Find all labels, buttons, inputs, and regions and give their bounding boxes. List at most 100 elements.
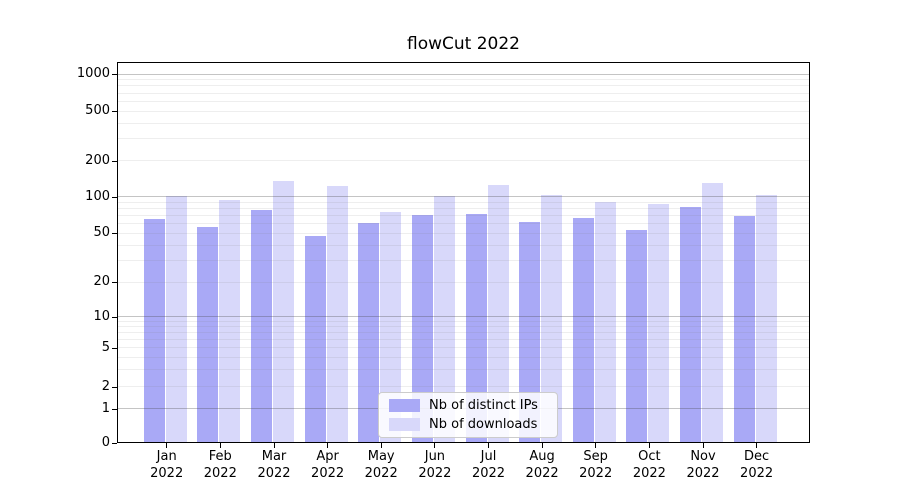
y-tick-label: 20 [93, 274, 110, 290]
x-tick-label-year: 2022 [740, 466, 774, 481]
bar-downloads-apr [326, 186, 348, 442]
legend-label: Nb of distinct IPs [429, 398, 538, 413]
legend-swatch [389, 418, 420, 431]
bar-downloads-jul [487, 184, 509, 442]
x-tick-label: May 2022 [349, 448, 413, 482]
x-tick-label-year: 2022 [579, 466, 613, 481]
y-tick-mark [112, 74, 117, 75]
minor-gridline [118, 222, 809, 224]
y-tick-mark [112, 387, 117, 388]
legend-label: Nb of downloads [429, 417, 538, 432]
minor-gridline [118, 201, 809, 203]
minor-gridline [118, 320, 809, 322]
minor-gridline [118, 85, 809, 87]
bar-downloads-aug [541, 195, 563, 442]
minor-gridline [118, 207, 809, 209]
legend-entry: Nb of distinct IPs [389, 398, 549, 413]
x-tick-mark [273, 443, 275, 448]
bar-downloads-jan [165, 195, 187, 442]
x-tick-mark [541, 443, 543, 448]
minor-gridline [118, 281, 809, 283]
x-tick-label-year: 2022 [632, 466, 666, 481]
x-tick-label: Sep 2022 [564, 448, 628, 482]
x-tick-label-year: 2022 [311, 466, 345, 481]
bar-downloads-sep [594, 201, 616, 442]
bar-downloads-jun [433, 196, 455, 442]
minor-gridline [118, 260, 809, 261]
x-tick-mark [166, 443, 168, 448]
x-tick-label: Jul 2022 [457, 448, 521, 482]
minor-gridline [118, 386, 809, 388]
x-tick-label: Feb 2022 [188, 448, 252, 482]
bar-downloads-may [380, 211, 402, 442]
minor-gridline [118, 79, 809, 81]
bar-ips-dec [733, 216, 755, 442]
x-tick-mark [702, 443, 704, 448]
y-tick-label: 0 [101, 434, 110, 450]
x-tick-label-month: Sep [583, 449, 608, 464]
bar-downloads-mar [273, 180, 294, 442]
bar-ips-jan [143, 219, 165, 442]
y-tick-label: 200 [85, 152, 110, 168]
x-tick-label-year: 2022 [203, 466, 237, 481]
minor-gridline [118, 160, 809, 161]
x-tick-label-month: Nov [690, 449, 716, 464]
y-tick-label: 1 [101, 400, 110, 416]
y-tick-label: 50 [93, 225, 110, 240]
x-tick-label-month: Oct [638, 449, 661, 464]
minor-gridline [118, 332, 809, 334]
minor-gridline [118, 244, 809, 246]
x-tick-label-month: Jun [424, 449, 446, 464]
bar-ips-oct [626, 229, 648, 442]
minor-gridline [118, 368, 809, 370]
major-gridline [118, 316, 809, 318]
minor-gridline [118, 326, 809, 328]
y-tick-label: 100 [85, 188, 110, 204]
minor-gridline [118, 110, 809, 112]
bar-ips-mar [251, 209, 272, 442]
x-tick-mark [219, 443, 221, 448]
bar-ips-feb [197, 227, 219, 442]
x-tick-label: Jun 2022 [403, 448, 467, 482]
y-tick-mark [112, 282, 117, 283]
bar-ips-aug [519, 221, 541, 442]
bar-downloads-oct [648, 204, 670, 442]
x-tick-mark [756, 443, 758, 448]
y-tick-label: 10 [93, 308, 110, 324]
y-tick-mark [112, 443, 117, 444]
legend-entry: Nb of downloads [389, 417, 549, 432]
x-tick-label: Nov 2022 [671, 448, 735, 482]
x-tick-mark [595, 443, 597, 448]
x-tick-mark [380, 443, 382, 448]
x-tick-label-month: Apr [316, 449, 339, 464]
x-tick-label: Oct 2022 [617, 448, 681, 482]
y-tick-mark [112, 161, 117, 162]
x-tick-label-month: Mar [261, 449, 287, 464]
legend-swatch [389, 399, 420, 412]
x-tick-label: Apr 2022 [296, 448, 360, 482]
minor-gridline [118, 92, 809, 94]
x-tick-label-year: 2022 [364, 466, 398, 481]
x-tick-label-month: Jul [480, 449, 497, 464]
x-tick-label-month: May [367, 449, 395, 464]
minor-gridline [118, 232, 809, 234]
x-tick-label: Aug 2022 [510, 448, 574, 482]
minor-gridline [118, 138, 809, 140]
y-tick-mark [112, 409, 117, 410]
y-tick-mark [112, 233, 117, 234]
x-tick-label-year: 2022 [686, 466, 720, 481]
x-tick-label-year: 2022 [257, 466, 291, 481]
x-tick-label-month: Feb [208, 449, 232, 464]
y-tick-label: 2 [101, 378, 110, 394]
y-tick-mark [112, 111, 117, 112]
bar-ips-may [358, 223, 380, 442]
bar-ips-sep [572, 218, 594, 442]
x-tick-label: Mar 2022 [242, 448, 306, 482]
major-gridline [118, 196, 809, 197]
major-gridline [118, 73, 809, 75]
minor-gridline [118, 339, 809, 340]
x-tick-label-month: Dec [744, 449, 770, 464]
x-tick-mark [434, 443, 436, 448]
x-tick-label-year: 2022 [150, 466, 184, 481]
